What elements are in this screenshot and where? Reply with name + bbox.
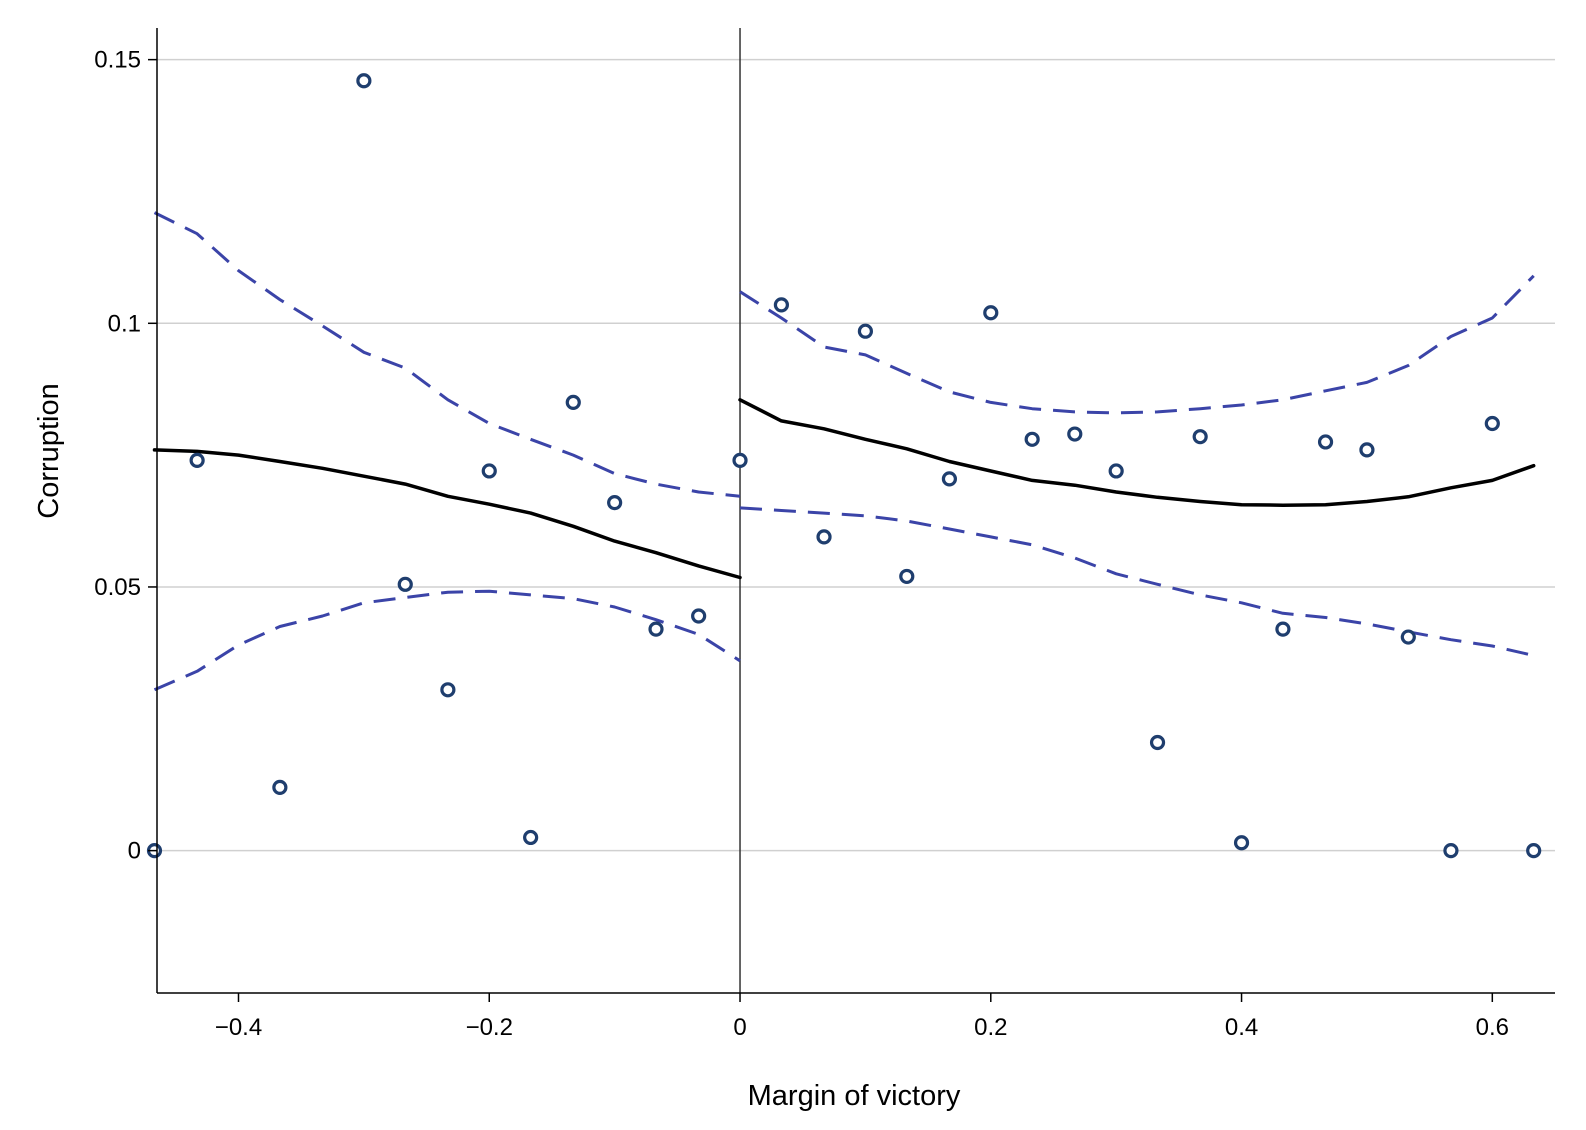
x-tick-label: −0.4 xyxy=(215,1014,262,1041)
data-point xyxy=(272,779,288,795)
data-point xyxy=(1526,843,1542,859)
data-points xyxy=(146,73,1542,859)
data-point xyxy=(397,576,413,592)
ci-line-upper-95-ci-right xyxy=(739,274,1535,415)
y-tick-label: 0.05 xyxy=(94,574,141,601)
data-point xyxy=(1024,431,1040,447)
data-point xyxy=(523,829,539,846)
y-tick-label: 0.15 xyxy=(94,47,141,74)
gridlines xyxy=(157,58,1555,852)
data-point xyxy=(607,494,623,511)
data-point xyxy=(1233,835,1250,851)
x-axis-title: Margin of victory xyxy=(748,1080,961,1112)
y-tick-label: 0 xyxy=(128,838,141,865)
data-point xyxy=(1275,621,1291,637)
data-point xyxy=(691,608,707,624)
data-point xyxy=(1484,415,1500,432)
ci-line-upper-95-ci-left xyxy=(153,211,741,498)
data-point xyxy=(732,452,748,469)
data-point xyxy=(1359,442,1375,458)
fitted-lines xyxy=(152,398,1536,580)
y-tick-label: 0.1 xyxy=(108,310,141,337)
data-point xyxy=(1400,629,1416,645)
data-point xyxy=(356,73,372,89)
fit-line-fitted-line-right xyxy=(738,398,1536,507)
x-tick-label: 0.2 xyxy=(974,1014,1007,1041)
x-tick-label: −0.2 xyxy=(466,1014,513,1041)
data-point xyxy=(941,471,958,487)
y-axis-title: Corruption xyxy=(33,383,65,518)
data-point xyxy=(481,463,497,479)
data-point xyxy=(857,323,874,339)
data-point xyxy=(1108,463,1124,479)
x-tick-label: 0.6 xyxy=(1476,1014,1509,1041)
data-point xyxy=(189,452,205,469)
data-point xyxy=(648,621,664,637)
confidence-bands xyxy=(153,211,1535,692)
data-point xyxy=(1192,429,1208,445)
data-point xyxy=(816,529,832,545)
data-point xyxy=(1443,843,1459,859)
ci-line-lower-95-ci-left xyxy=(153,589,741,692)
data-point xyxy=(440,682,456,698)
data-point xyxy=(1149,734,1166,751)
axes: 0 0.05 0.1 0.15 −0.4 −0.2 0 0.2 0.4 0.6 xyxy=(94,28,1555,1041)
data-point xyxy=(1317,434,1334,450)
data-point xyxy=(565,394,581,410)
fit-line-fitted-line-left xyxy=(152,448,742,580)
data-point xyxy=(773,297,789,313)
data-point xyxy=(899,568,915,585)
x-tick-label: 0.4 xyxy=(1225,1014,1258,1041)
data-point xyxy=(983,305,999,321)
data-point xyxy=(1067,426,1083,442)
x-tick-label: 0 xyxy=(733,1014,746,1041)
